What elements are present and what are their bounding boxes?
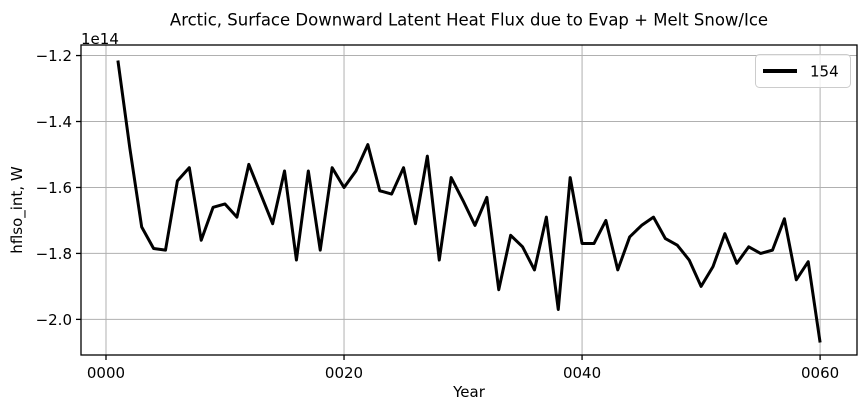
x-tick-label: 0020 [325, 364, 363, 382]
y-tick-label: −1.2 [36, 47, 72, 65]
y-axis-offset-text: 1e14 [81, 30, 119, 48]
chart-title: Arctic, Surface Downward Latent Heat Flu… [170, 11, 768, 30]
series-line [116, 60, 822, 343]
x-tick-label: 0040 [563, 364, 601, 382]
y-tick-label: −2.0 [36, 311, 72, 329]
legend-label: 154 [810, 63, 839, 81]
x-tick-label: 0060 [801, 364, 839, 382]
y-axis-label: hflso_int, W [8, 166, 27, 254]
x-tick-label: 0000 [87, 364, 125, 382]
y-tick-label: −1.4 [36, 113, 72, 131]
legend: 154 [755, 54, 851, 88]
gridlines [81, 45, 857, 355]
plot-border [80, 44, 858, 356]
legend-box [755, 54, 851, 88]
tick-labels: 0000 0020 0040 0060 −2.0 −1.8 −1.6 −1.4 −1.2 [36, 47, 840, 382]
tick-marks [76, 54, 821, 360]
y-tick-label: −1.8 [36, 245, 72, 263]
y-tick-label: −1.6 [36, 179, 72, 197]
x-axis-label: Year [452, 383, 486, 401]
